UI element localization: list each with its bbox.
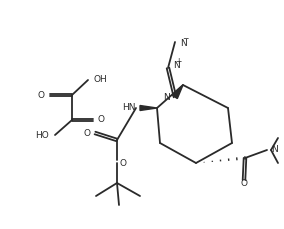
Polygon shape bbox=[140, 106, 157, 111]
Text: O: O bbox=[83, 128, 90, 137]
Text: N: N bbox=[271, 145, 278, 155]
Text: +: + bbox=[175, 57, 181, 66]
Text: OH: OH bbox=[94, 76, 108, 85]
Text: HN: HN bbox=[122, 104, 136, 112]
Text: −: − bbox=[182, 35, 188, 44]
Text: O: O bbox=[241, 180, 247, 188]
Text: HO: HO bbox=[35, 131, 49, 139]
Text: N: N bbox=[180, 38, 187, 47]
Text: O: O bbox=[98, 115, 105, 125]
Text: O: O bbox=[120, 158, 127, 167]
Text: N: N bbox=[163, 93, 170, 101]
Text: N: N bbox=[173, 62, 180, 71]
Text: O: O bbox=[38, 90, 45, 99]
Polygon shape bbox=[173, 85, 183, 98]
